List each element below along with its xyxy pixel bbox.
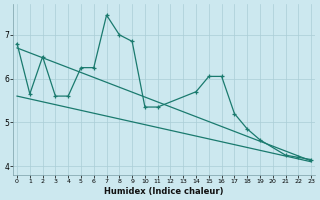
X-axis label: Humidex (Indice chaleur): Humidex (Indice chaleur) [104, 187, 224, 196]
